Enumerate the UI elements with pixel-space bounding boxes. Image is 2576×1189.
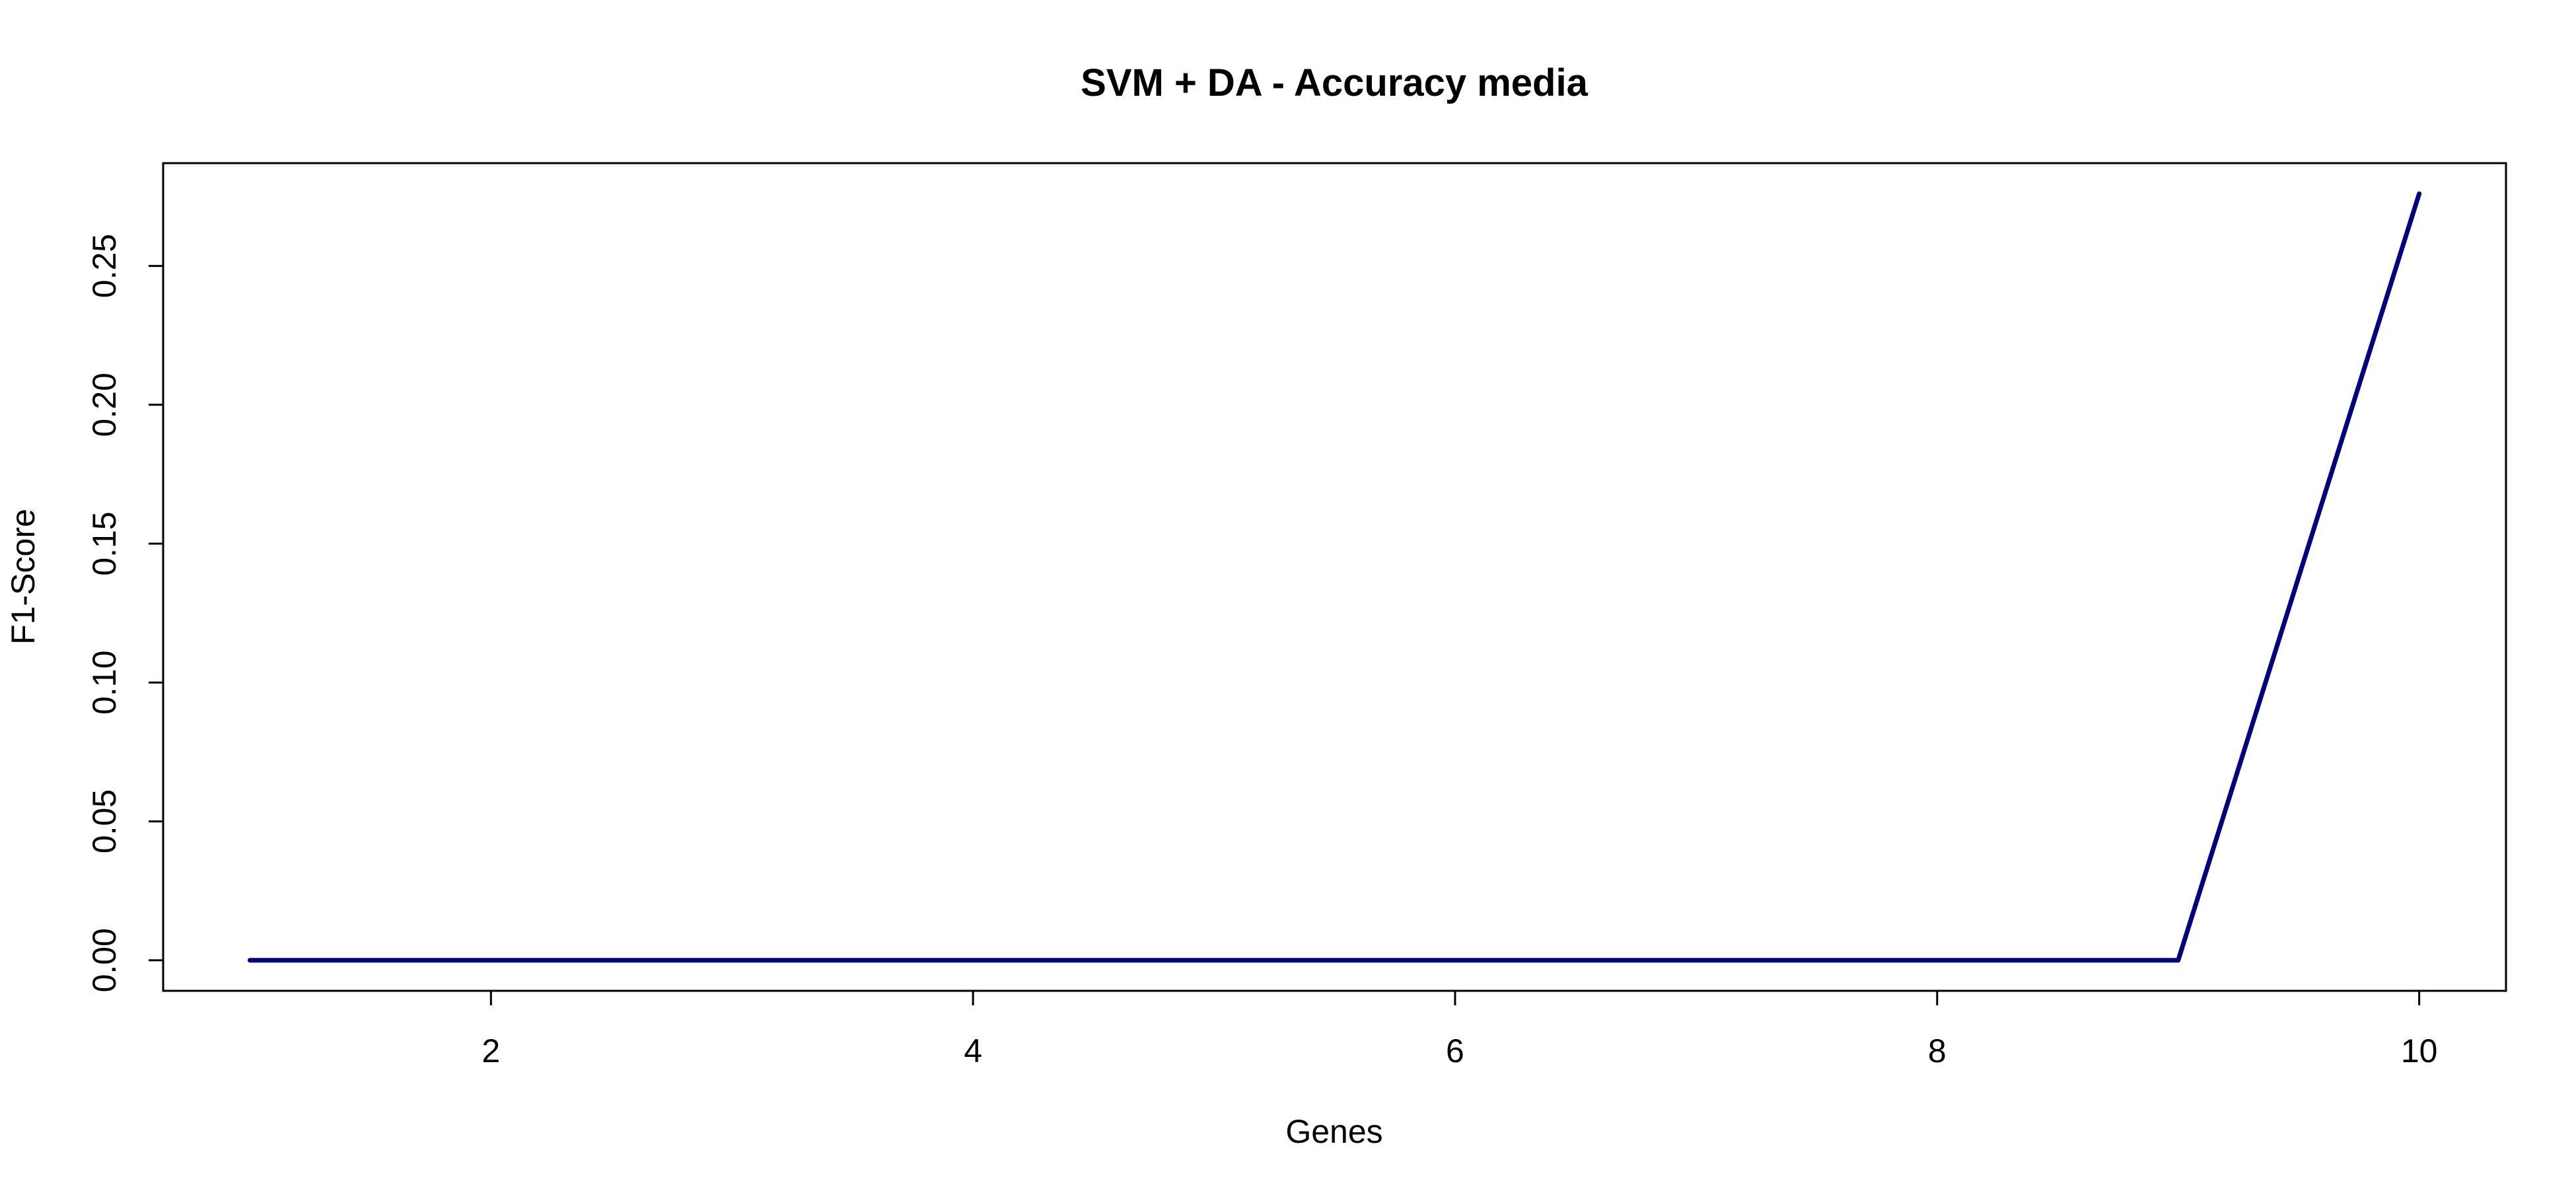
y-tick-label: 0.00 — [86, 928, 123, 992]
chart-title: SVM + DA - Accuracy media — [1081, 61, 1588, 104]
y-tick-label: 0.25 — [86, 234, 123, 298]
x-tick-label: 10 — [2401, 1032, 2438, 1069]
y-tick-label: 0.20 — [86, 373, 123, 437]
x-axis-label: Genes — [1285, 1113, 1382, 1150]
x-tick-label: 4 — [964, 1032, 982, 1069]
x-tick-label: 2 — [482, 1032, 500, 1069]
series-line-0 — [247, 191, 2422, 963]
y-tick-label: 0.15 — [86, 511, 123, 575]
series-layer — [247, 191, 2422, 963]
y-axis: 0.00 0.05 0.10 0.15 0.20 0.25 — [86, 234, 163, 992]
x-tick-label: 6 — [1446, 1032, 1464, 1069]
y-tick-label: 0.05 — [86, 789, 123, 853]
x-tick-label: 8 — [1928, 1032, 1947, 1069]
x-axis: 2 4 6 8 10 — [482, 991, 2437, 1069]
y-tick-label: 0.10 — [86, 651, 123, 715]
plot-frame — [162, 162, 2507, 992]
y-axis-label: F1-Score — [5, 509, 42, 645]
